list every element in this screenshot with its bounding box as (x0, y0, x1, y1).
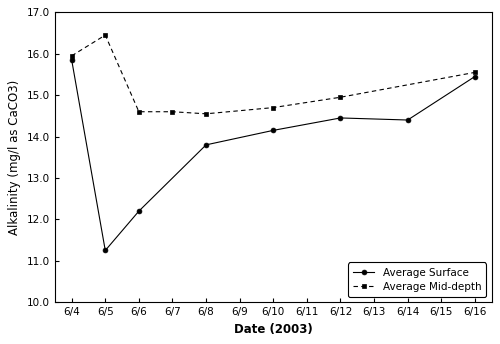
Average Surface (472, 74, 478, 78)
Average Mid-depth (68, 54, 74, 58)
Average Mid-depth (102, 33, 108, 37)
Average Mid-depth (338, 95, 344, 99)
Average Mid-depth (270, 106, 276, 110)
Legend: Average Surface, Average Mid-depth: Average Surface, Average Mid-depth (348, 262, 486, 297)
Y-axis label: Alkalinity (mg/l as CaCO3): Alkalinity (mg/l as CaCO3) (8, 80, 22, 235)
Average Surface (404, 118, 410, 122)
Average Surface (338, 116, 344, 120)
Line: Average Mid-depth: Average Mid-depth (69, 33, 478, 116)
Average Mid-depth (203, 112, 209, 116)
Average Mid-depth (472, 70, 478, 74)
Average Surface (136, 209, 142, 213)
Average Surface (203, 143, 209, 147)
Average Mid-depth (136, 110, 142, 114)
Average Surface (270, 128, 276, 132)
Average Surface (102, 248, 108, 252)
Line: Average Surface: Average Surface (69, 57, 478, 253)
Average Mid-depth (170, 110, 175, 114)
Average Surface (68, 58, 74, 62)
X-axis label: Date (2003): Date (2003) (234, 323, 312, 336)
